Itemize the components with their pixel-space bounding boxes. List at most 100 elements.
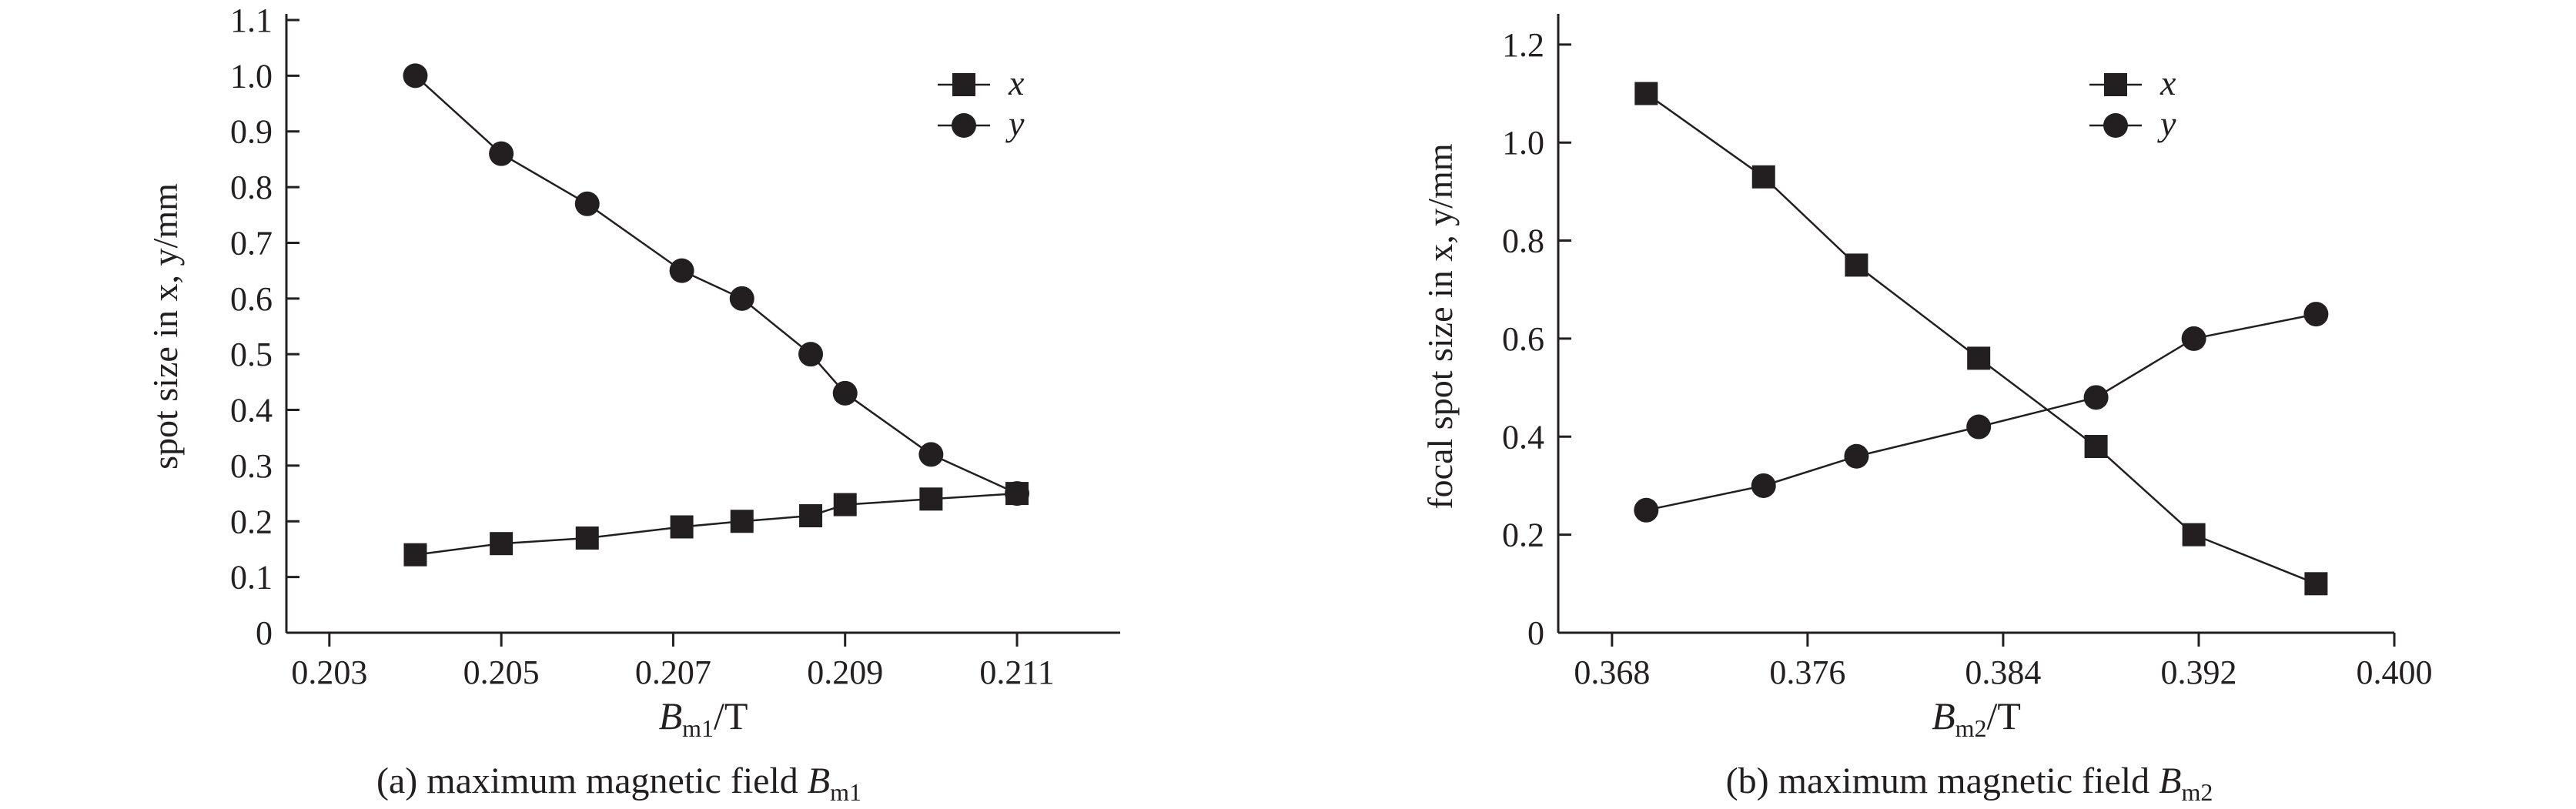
chart-panel-a: 0 0.1 0.2 0.3 0.4 0.5 0.6 0.7 0.8 0.9 1.0 1.1 0.203 0… [146, 2, 1120, 806]
x-tick-label: 0.205 [463, 654, 540, 691]
data-point-y [1844, 443, 1869, 469]
series-line-y [1646, 313, 2317, 512]
x-axis-title-main: B [659, 694, 683, 737]
data-point-x [2304, 572, 2328, 596]
y-tick-label: 0.6 [230, 280, 273, 318]
panel-caption-sub: m2 [2181, 778, 2213, 806]
x-tick-label: 0.203 [291, 654, 367, 691]
x-axis-title-main: B [1932, 694, 1955, 737]
x-tick-label: 0.209 [807, 654, 883, 691]
data-point-y [2181, 326, 2206, 351]
legend-entry-y: y [938, 104, 1025, 143]
y-tick-label: 0.4 [230, 392, 273, 430]
data-point-x [403, 543, 427, 567]
data-point-y [798, 342, 824, 367]
x-tick-label: 0.207 [635, 654, 711, 691]
y-tick-label: 0.6 [1502, 320, 1544, 358]
series-x [403, 482, 1029, 567]
y-tick-label: 0.1 [230, 559, 273, 597]
series-y [1634, 302, 2329, 523]
panel-caption-prefix: (b) maximum magnetic field [1726, 761, 2159, 801]
y-tick-label: 1.2 [1502, 26, 1544, 64]
series-line-y [414, 75, 1018, 495]
y-tick-label: 0.5 [230, 336, 273, 373]
data-point-y [2303, 302, 2329, 327]
data-point-y [2083, 385, 2109, 410]
x-axis-title-unit: /T [714, 694, 748, 737]
y-tick-label: 1.0 [1502, 124, 1544, 162]
data-point-y [1751, 473, 1776, 498]
data-point-x [490, 532, 514, 556]
data-point-y [574, 191, 600, 216]
y-tick-label: 0.8 [1502, 222, 1544, 260]
y-tick-label: 0.2 [1502, 516, 1544, 554]
panel-caption-prefix: (a) maximum magnetic field [376, 761, 808, 801]
panel-caption-main: B [808, 761, 830, 801]
panel-caption-main: B [2159, 761, 2181, 801]
y-tick-label: 0.7 [230, 224, 273, 262]
x-axis-title-sub: m2 [1955, 714, 1987, 742]
y-tick-label: 0 [256, 614, 273, 652]
panel-caption: (a) maximum magnetic field Bm1 [376, 761, 861, 806]
legend-entry-x: x [2089, 63, 2176, 102]
y-tick-label: 0.3 [230, 447, 273, 485]
data-point-x [1967, 346, 1991, 370]
x-tick-label: 0.392 [2160, 654, 2236, 691]
data-point-y [1005, 481, 1030, 506]
y-tick-label: 1.0 [230, 57, 273, 95]
legend-label: x [2159, 63, 2176, 102]
x-axis-title: Bm2/T [1932, 694, 2021, 742]
panel-caption-sub: m1 [830, 778, 861, 806]
x-tick-label: 0.384 [1965, 654, 2041, 691]
data-point-y [669, 258, 694, 283]
data-point-x [1845, 253, 1868, 277]
x-tick-label: 0.368 [1574, 654, 1650, 691]
data-point-x [833, 493, 857, 516]
legend-label: x [1008, 63, 1025, 102]
y-tick-label: 0.9 [230, 113, 273, 151]
y-axis-title: focal spot size in x, y/mm [1420, 143, 1460, 509]
data-point-y [918, 442, 944, 467]
data-point-x [1634, 82, 1658, 105]
x-tick-label: 0.211 [979, 654, 1054, 691]
series-line-x [1645, 92, 2317, 585]
series-x [1634, 82, 2328, 596]
y-tick-label: 1.1 [230, 2, 273, 39]
data-point-y [832, 380, 858, 406]
data-point-y [1966, 414, 1992, 440]
x-tick-label: 0.376 [1769, 654, 1845, 691]
data-point-x [2084, 435, 2108, 459]
legend-marker-circle [952, 113, 976, 138]
data-point-y [489, 141, 514, 166]
series-y [403, 63, 1030, 506]
data-point-x [919, 487, 943, 511]
x-tick-label: 0.400 [2357, 654, 2433, 691]
data-point-x [730, 510, 754, 533]
data-point-x [670, 515, 694, 539]
data-point-x [1751, 165, 1775, 189]
y-tick-label: 0.2 [230, 503, 273, 540]
legend-entry-x: x [938, 63, 1025, 102]
data-point-y [729, 286, 754, 311]
legend-label: y [2157, 104, 2176, 143]
legend-label: y [1005, 104, 1025, 143]
y-tick-label: 0.4 [1502, 418, 1544, 456]
data-point-x [575, 526, 599, 550]
data-point-x [2182, 523, 2206, 547]
chart-panel-b: 0 0.2 0.4 0.6 0.8 1.0 1.2 0.368 0.376 0.384 0.392 0… [1420, 14, 2433, 806]
panel-caption: (b) maximum magnetic field Bm2 [1726, 761, 2213, 806]
x-axis-title-sub: m1 [682, 714, 714, 742]
y-tick-label: 0 [1527, 614, 1544, 652]
legend-entry-y: y [2089, 104, 2176, 143]
legend-marker-square [952, 73, 975, 96]
data-point-y [1634, 497, 1659, 523]
data-point-y [403, 63, 428, 89]
data-point-x [799, 504, 823, 528]
y-tick-label: 0.8 [230, 169, 273, 206]
legend-marker-square [2104, 73, 2127, 96]
x-axis-title: Bm1/T [659, 694, 748, 742]
y-axis-title: spot size in x, y/mm [146, 183, 185, 470]
legend-marker-circle [2103, 113, 2128, 138]
x-axis-title-unit: /T [1987, 694, 2021, 737]
